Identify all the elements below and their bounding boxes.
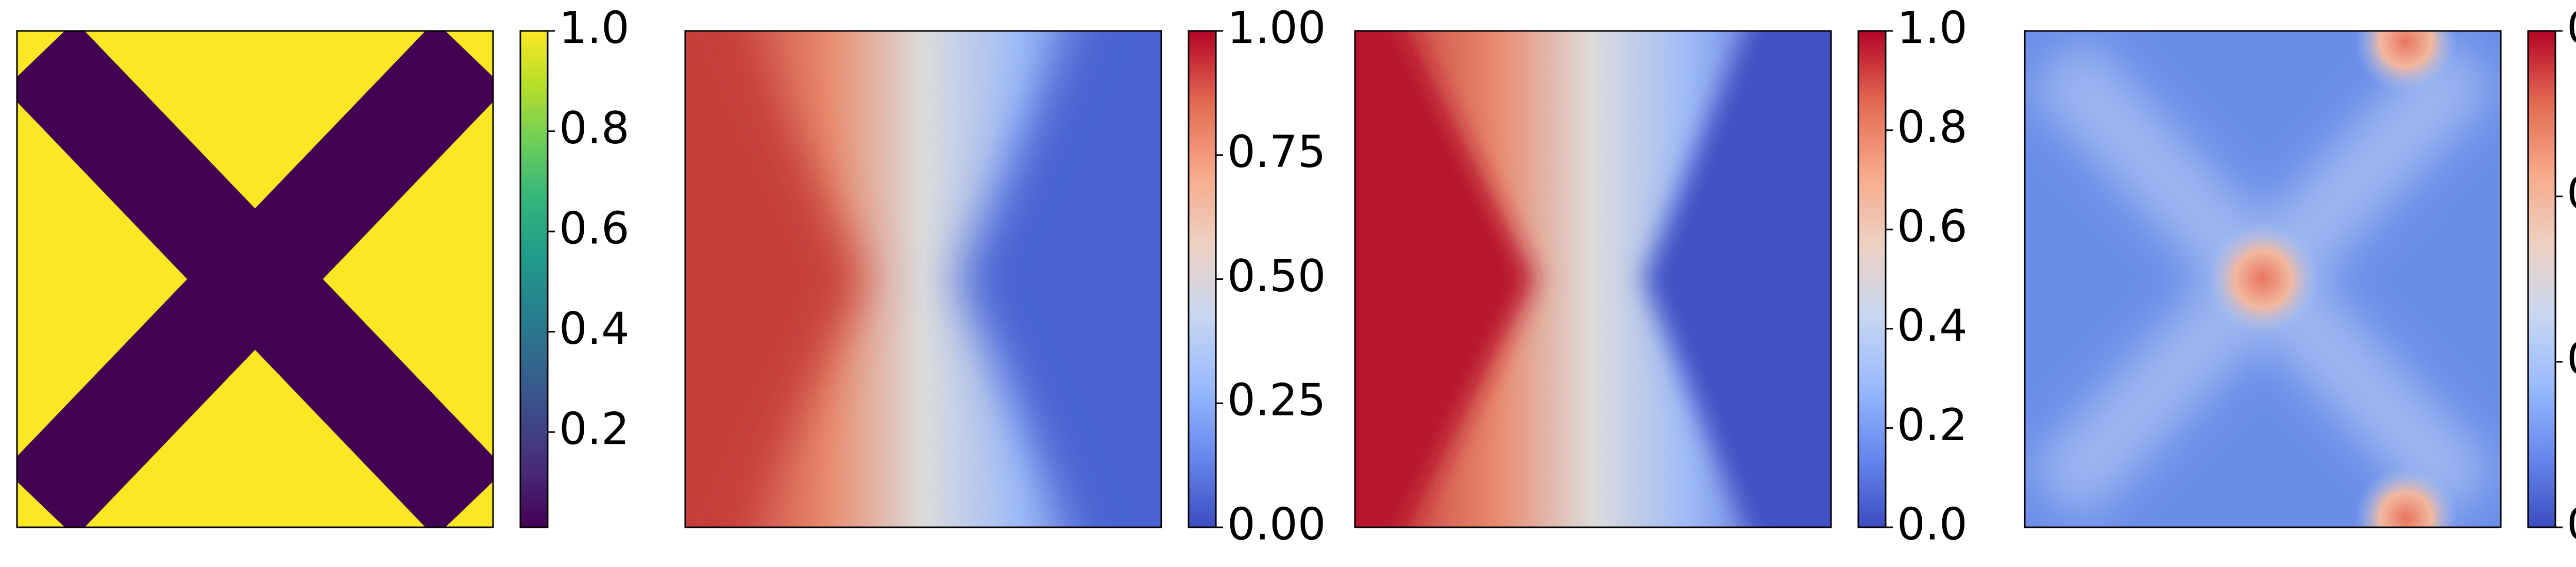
colorbar <box>1857 30 1887 528</box>
axes-frame <box>684 30 1162 528</box>
colorbar-tick-label: 0.8 <box>1897 102 1968 153</box>
colorbar-tick-label: 0.0 <box>1897 498 1968 550</box>
colorbar-tick-label: 0.8 <box>559 103 630 154</box>
colorbar-tick-label: 1.0 <box>559 2 630 54</box>
colorbar-tick-label: 1.00 <box>1227 2 1326 54</box>
colorbar-tick-label: 0.05 <box>2567 333 2576 385</box>
colorbar-tick-label: 0.4 <box>559 303 630 355</box>
heatmap-image <box>2025 31 2501 527</box>
colorbar <box>1188 30 1217 528</box>
colorbar-tick-label: 0.2 <box>1897 399 1968 451</box>
colorbar-tick-label: 0.00 <box>1227 498 1326 550</box>
colorbar-tick-label: 0.50 <box>1227 251 1326 302</box>
heatmap-image <box>1355 31 1831 527</box>
colorbar-tick-label: 1.0 <box>1897 2 1968 54</box>
colorbar-tick-label: 0.00 <box>2567 498 2576 550</box>
colorbar <box>2527 30 2556 528</box>
colorbar-tick-label: 0.75 <box>1227 126 1326 178</box>
colorbar-tick-label: 0.6 <box>1897 201 1968 253</box>
colorbar-tick-label: 0.10 <box>2567 168 2576 219</box>
colorbar-tick-label: 0.25 <box>1227 375 1326 426</box>
colorbar-tick-label: 0.2 <box>559 404 630 455</box>
heatmap-image <box>17 31 493 527</box>
colorbar-tick-label: 0.6 <box>559 203 630 255</box>
heatmap-image <box>685 31 1161 527</box>
colorbar <box>519 30 549 528</box>
colorbar-tick-label: 0.4 <box>1897 300 1968 352</box>
colorbar-tick-label: 0.15 <box>2567 2 2576 54</box>
axes-frame <box>16 30 494 528</box>
axes-frame <box>2024 30 2502 528</box>
axes-frame <box>1354 30 1832 528</box>
